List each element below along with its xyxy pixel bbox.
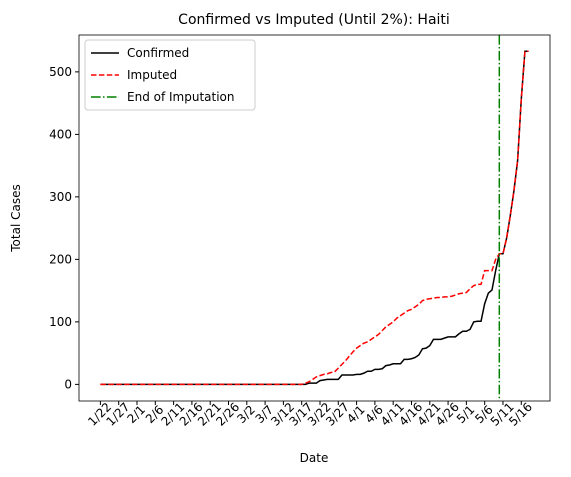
y-tick-label: 0 <box>64 377 72 391</box>
series-line <box>100 50 529 386</box>
y-tick-label: 200 <box>49 252 72 266</box>
x-axis-label: Date <box>300 451 329 465</box>
legend-label: End of Imputation <box>127 90 235 104</box>
legend-label: Confirmed <box>127 46 189 60</box>
y-axis-label: Total Cases <box>9 184 23 252</box>
legend-label: Imputed <box>127 68 177 82</box>
y-tick-label: 500 <box>49 65 72 79</box>
chart-title: Confirmed vs Imputed (Until 2%): Haiti <box>178 12 450 28</box>
y-tick-label: 300 <box>49 190 72 204</box>
legend-box <box>84 39 256 111</box>
plot-frame <box>78 34 551 402</box>
y-tick-label: 400 <box>49 127 72 141</box>
y-tick-label: 100 <box>49 315 72 329</box>
